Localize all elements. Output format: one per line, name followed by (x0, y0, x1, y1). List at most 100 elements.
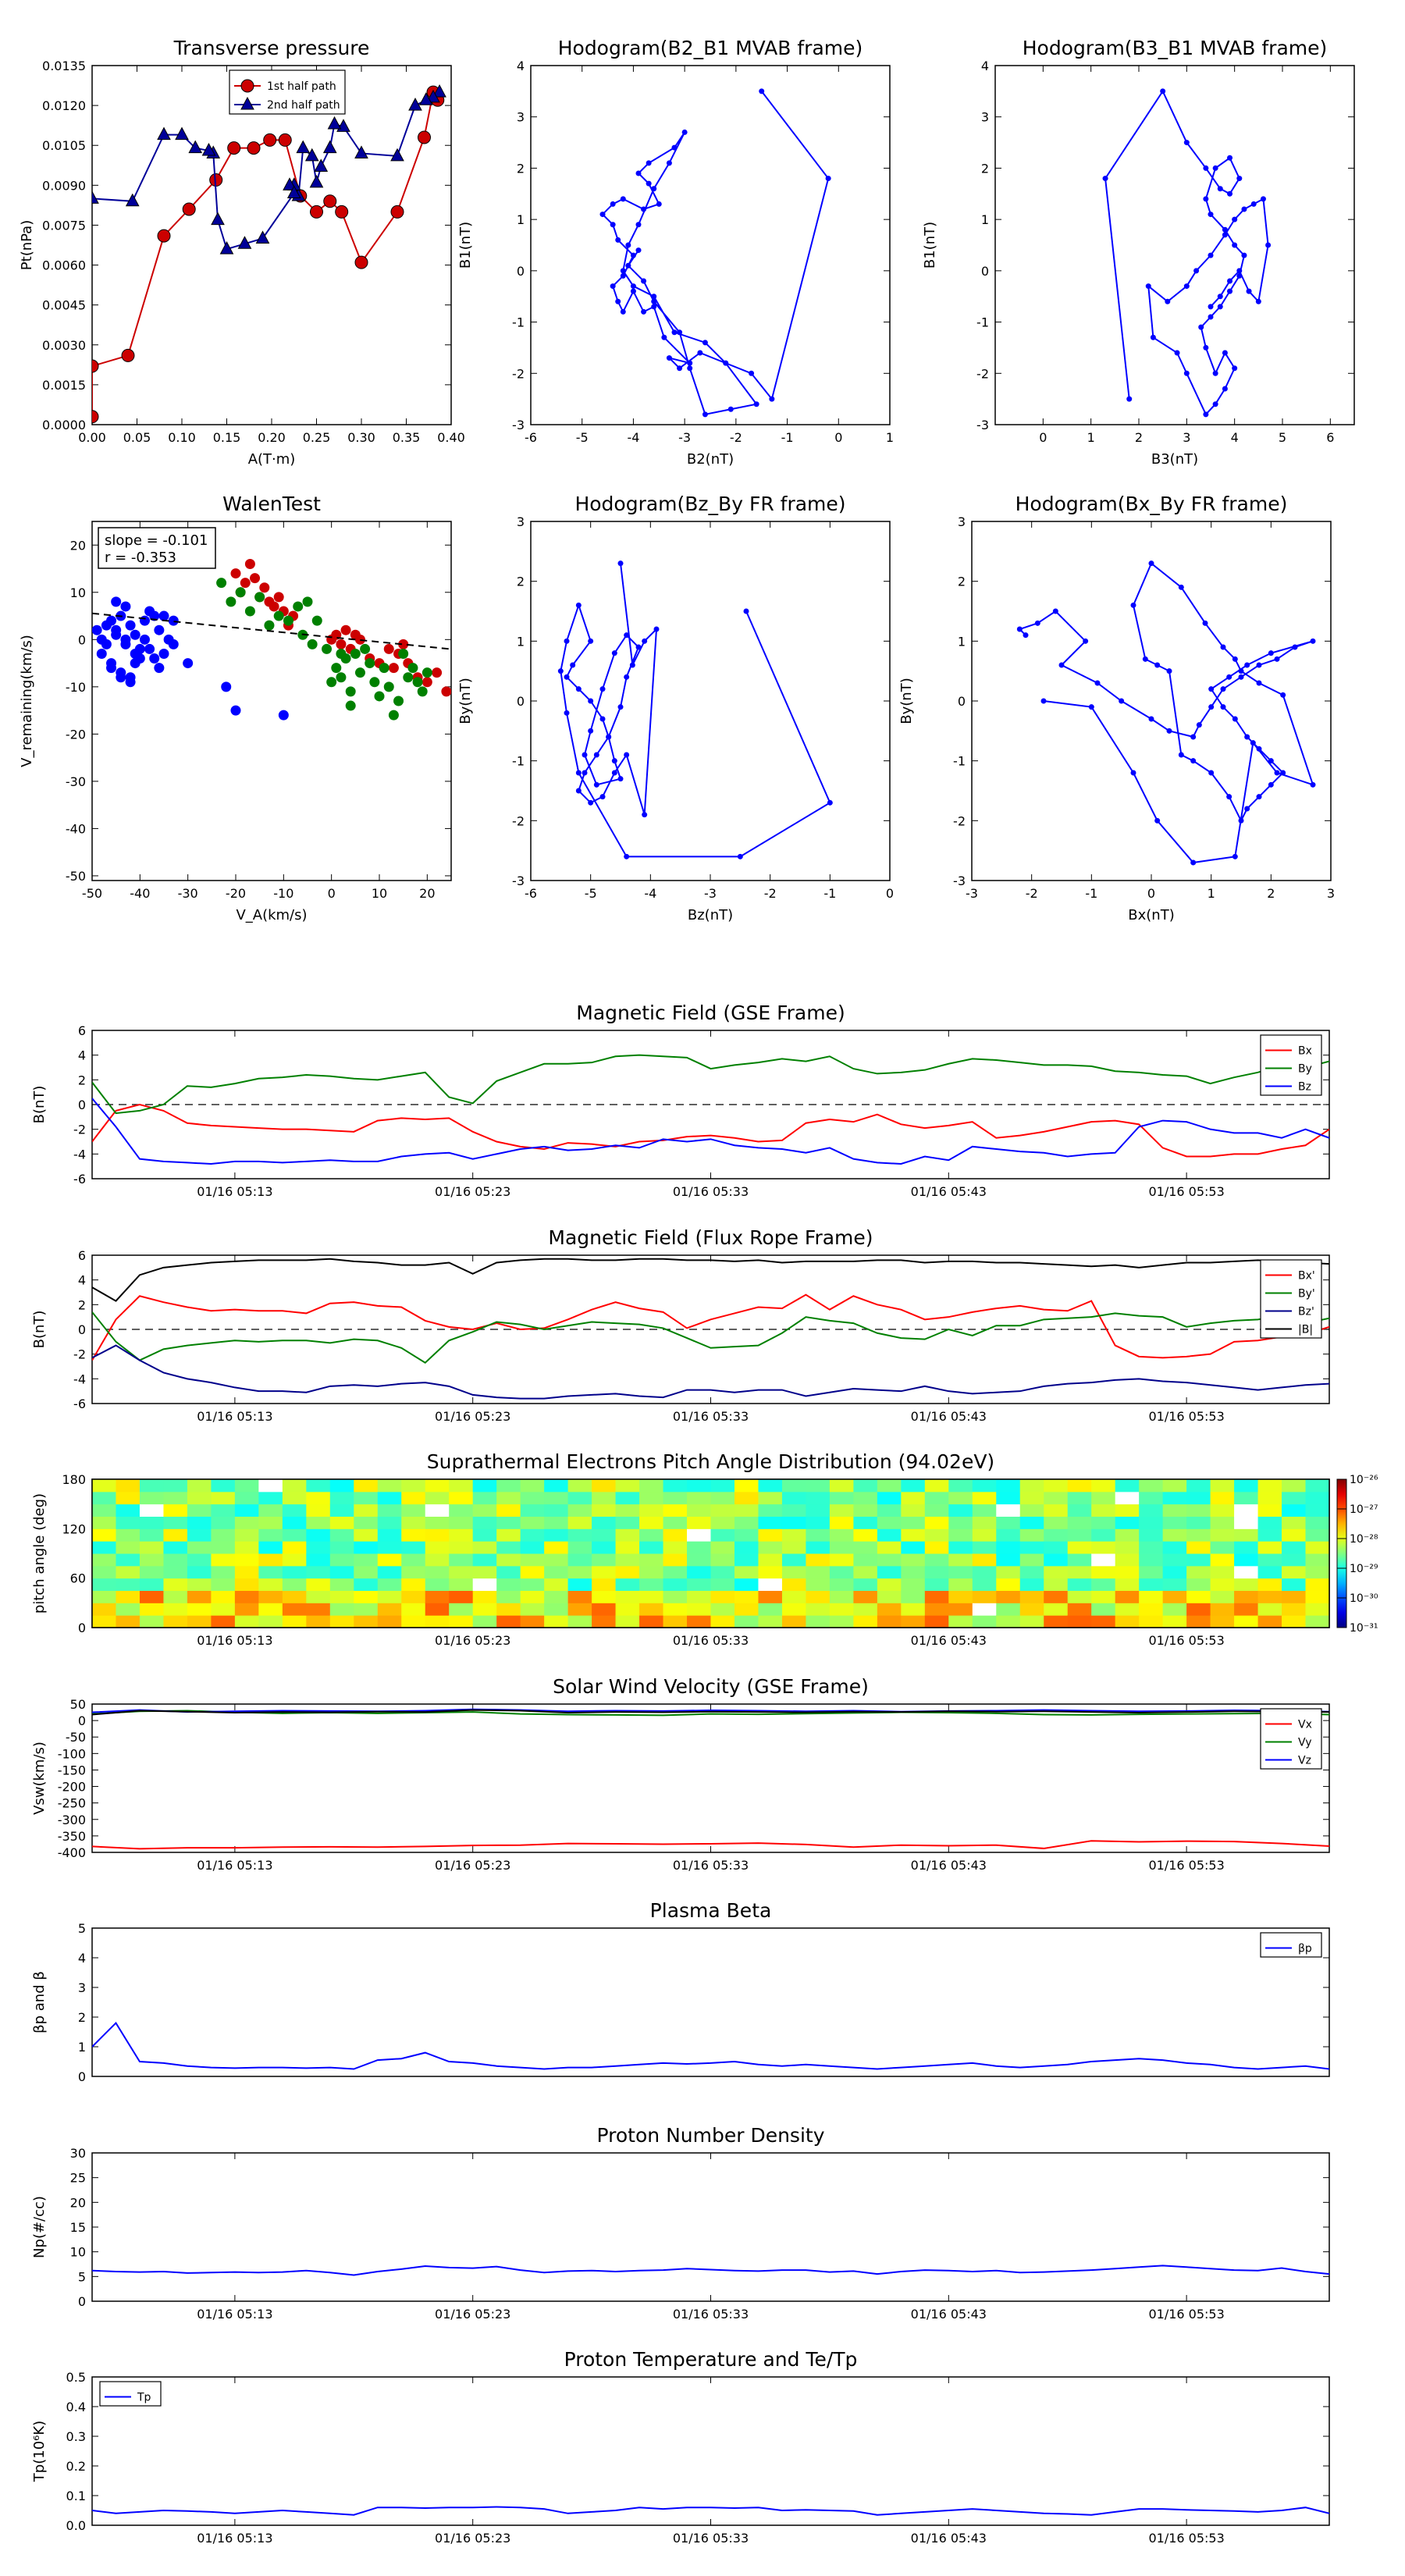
heatmap-cell (1019, 1516, 1044, 1529)
heatmap-cell (663, 1516, 688, 1529)
heatmap-cell (163, 1615, 188, 1628)
heatmap-cell (687, 1479, 711, 1493)
heatmap-cell (1234, 1491, 1259, 1505)
heatmap-cell (377, 1528, 402, 1542)
scatter-point (106, 663, 117, 674)
scatter-point (101, 639, 112, 649)
heatmap-cell (877, 1479, 902, 1493)
heatmap-cell (1162, 1491, 1187, 1505)
heatmap-cell (449, 1553, 474, 1567)
data-point (687, 360, 693, 366)
heatmap-cell (163, 1553, 188, 1567)
heatmap-cell (425, 1516, 450, 1529)
heatmap-cell (687, 1541, 711, 1554)
scatter-point (422, 667, 432, 678)
heatmap-cell (710, 1491, 735, 1505)
data-point (564, 674, 570, 680)
data-point (1220, 686, 1226, 692)
heatmap-cell (1139, 1503, 1164, 1517)
plot-area (92, 2265, 1329, 2276)
heatmap-cell (663, 1603, 688, 1616)
heatmap-cell (520, 1565, 545, 1579)
heatmap-cell (592, 1479, 617, 1493)
y-tick-label: -3 (512, 418, 525, 432)
heatmap-cell (401, 1615, 426, 1628)
heatmap-cell (1282, 1603, 1307, 1616)
heatmap-cell (996, 1590, 1021, 1603)
plot-frame (91, 2152, 1330, 2302)
y-tick-label: 1 (517, 634, 525, 649)
heatmap-cell (901, 1565, 926, 1579)
heatmap-cell (1305, 1541, 1330, 1554)
heatmap-cell (1305, 1553, 1330, 1567)
scatter-point (302, 596, 313, 607)
heatmap-cell (449, 1615, 474, 1628)
heatmap-cell (1305, 1503, 1330, 1517)
colorbar (1336, 1478, 1347, 1628)
data-point (641, 308, 647, 315)
scatter-point (158, 610, 169, 621)
heatmap-cell (592, 1615, 617, 1628)
heatmap-cell (282, 1578, 307, 1591)
x-tick-label: -5 (576, 430, 589, 445)
y-tick-label: -100 (58, 1746, 86, 1761)
heatmap-cell (639, 1578, 664, 1591)
heatmap-cell (377, 1553, 402, 1567)
heatmap-cell (116, 1553, 140, 1567)
data-point (201, 142, 216, 156)
heatmap-cell (449, 1603, 474, 1616)
y-tick-label: -350 (58, 1829, 86, 1844)
heatmap-cell (1234, 1590, 1259, 1603)
heatmap-cell (1091, 1541, 1116, 1554)
chart-title: Magnetic Field (Flux Rope Frame) (548, 1226, 873, 1249)
heatmap-cell (520, 1615, 545, 1628)
heatmap-cell (377, 1603, 402, 1616)
heatmap-cell (401, 1491, 426, 1505)
heatmap-cell (1067, 1479, 1092, 1493)
heatmap-cell (639, 1541, 664, 1554)
y-tick-label: 4 (78, 1951, 86, 1966)
data-point (1183, 370, 1190, 376)
heatmap-cell (1139, 1603, 1164, 1616)
heatmap-cell (520, 1603, 545, 1616)
y-tick-label: 0.0075 (42, 218, 86, 233)
data-point (1148, 560, 1154, 567)
data-point (635, 170, 642, 176)
heatmap-cell (710, 1479, 735, 1493)
scatter-point (273, 592, 284, 603)
heatmap-cell (781, 1578, 806, 1591)
heatmap-cell (1067, 1516, 1092, 1529)
data-point (593, 752, 599, 758)
y-tick-label: 0.0 (66, 2518, 86, 2533)
heatmap-cell (734, 1590, 759, 1603)
data-point (737, 853, 743, 859)
data-point (666, 160, 672, 166)
data-point (641, 278, 647, 284)
heatmap-cell (187, 1541, 212, 1554)
heatmap-cell (329, 1615, 354, 1628)
heatmap-cell (1210, 1503, 1235, 1517)
heatmap-cell (639, 1615, 664, 1628)
heatmap-cell (710, 1528, 735, 1542)
heatmap-cell (1067, 1491, 1092, 1505)
heatmap-cell (1019, 1541, 1044, 1554)
scatter-point (254, 592, 265, 603)
data-point (1174, 350, 1180, 356)
data-point (1220, 644, 1226, 650)
heatmap-cell (687, 1528, 711, 1542)
heatmap-cell (1257, 1516, 1282, 1529)
heatmap-cell (924, 1491, 949, 1505)
heatmap-cell (1186, 1479, 1211, 1493)
heatmap-cell (472, 1578, 497, 1591)
heatmap-cell (806, 1565, 831, 1579)
y-tick-label: 0 (78, 2294, 86, 2309)
heatmap-cell (354, 1479, 379, 1493)
data-point (1203, 165, 1209, 171)
heatmap-cell (1186, 1541, 1211, 1554)
heatmap-cell (567, 1553, 592, 1567)
data-point (1166, 668, 1172, 674)
heatmap-cell (806, 1503, 831, 1517)
heatmap-cell (734, 1578, 759, 1591)
heatmap-cell (758, 1603, 783, 1616)
legend-label: Bx' (1298, 1270, 1315, 1283)
